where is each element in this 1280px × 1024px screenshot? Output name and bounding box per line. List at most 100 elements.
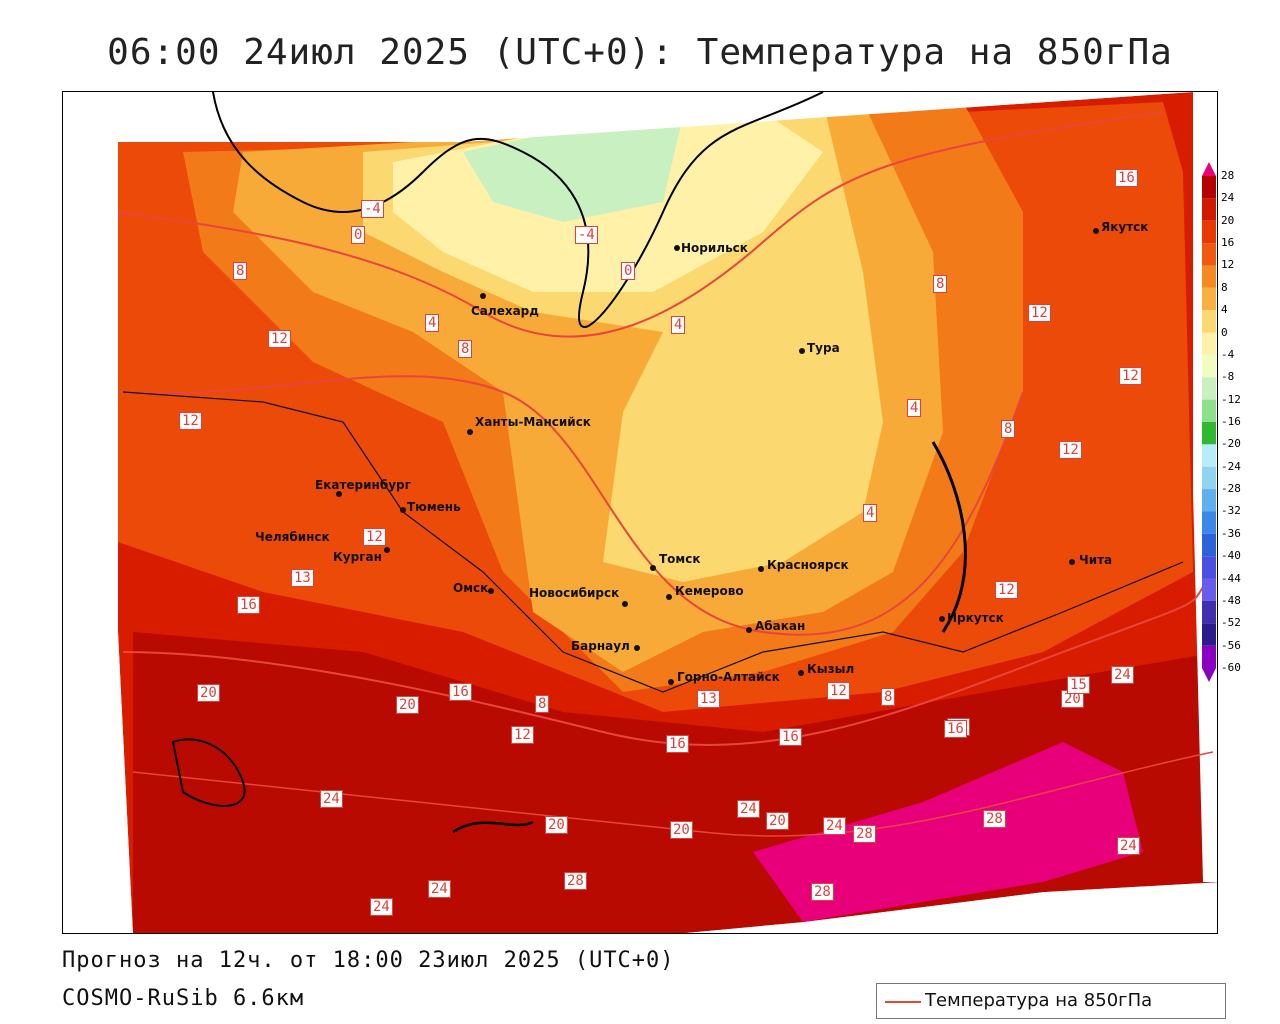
scale-swatch (1202, 466, 1216, 490)
city-dot-ekb (336, 491, 342, 497)
isoline-label: 16 (779, 728, 802, 746)
isoline-label: 12 (363, 528, 386, 546)
scale-tick-label: -20 (1221, 437, 1241, 451)
temperature-field (63, 92, 1217, 933)
scale-tick-label: -52 (1221, 616, 1241, 630)
city-dot-abakan (746, 627, 752, 633)
isoline-label: 13 (697, 690, 720, 708)
city-dot-gorno (668, 679, 674, 685)
scale-tick-label: -16 (1221, 415, 1241, 428)
city-dot-barnaul (634, 645, 640, 651)
city-label-khanty: Ханты-Мансийск (475, 415, 591, 429)
isoline-label: 16 (666, 735, 689, 753)
city-label-kyzyl: Кызыл (807, 662, 855, 676)
city-label-barnaul: Барнаул (571, 639, 630, 653)
isoline-label: 28 (983, 810, 1006, 828)
city-label-ekb: Екатеринбург (315, 478, 411, 492)
isoline-label: 12 (827, 682, 850, 700)
city-dot-kemerovo (666, 594, 672, 600)
isoline-label: 16 (1115, 169, 1138, 187)
legend-line-swatch (885, 1001, 921, 1003)
isoline-label: 12 (1119, 367, 1142, 385)
isoline-label: 12 (1028, 304, 1051, 322)
city-label-kemerovo: Кемерово (675, 584, 744, 598)
isoline-label: 4 (671, 316, 686, 334)
scale-swatch (1202, 600, 1216, 624)
scale-swatch (1202, 198, 1216, 221)
scale-swatch (1202, 220, 1216, 244)
isoline-label: 8 (881, 688, 896, 706)
scale-swatch (1202, 354, 1216, 378)
scale-tick-label: -4 (1221, 347, 1235, 361)
isoline-label: 20 (670, 821, 693, 839)
isoline-label: 8 (458, 340, 473, 358)
scale-tick-label: 0 (1221, 325, 1228, 339)
scale-tick-label: -12 (1221, 392, 1241, 406)
isoline-label: 8 (1001, 420, 1016, 438)
scale-swatch (1202, 176, 1216, 199)
isoline-label: 12 (268, 330, 291, 348)
city-label-tomsk: Томск (659, 552, 701, 566)
isoline-label: 24 (428, 880, 451, 898)
scale-tick-label: -24 (1221, 459, 1241, 473)
forecast-info: Прогноз на 12ч. от 18:00 23июл 2025 (UTC… (62, 948, 675, 973)
city-dot-yakutsk (1093, 228, 1099, 234)
city-label-omsk: Омск (453, 581, 489, 595)
city-dot-kyzyl (798, 670, 804, 676)
city-label-gorno: Горно-Алтайск (677, 670, 780, 684)
city-dot-tura (799, 348, 805, 354)
isoline-label: 24 (1117, 837, 1140, 855)
scale-tick-label: 4 (1221, 303, 1228, 317)
city-dot-nsk (622, 601, 628, 607)
scale-tick-label: -40 (1221, 549, 1241, 563)
scale-tick-label: 12 (1221, 258, 1235, 272)
scale-tick-label: 24 (1221, 191, 1235, 205)
isoline-label: 16 (237, 596, 260, 614)
scale-swatch (1202, 310, 1216, 333)
isoline-label: 24 (370, 898, 393, 916)
isoline-label: 16 (449, 683, 472, 701)
scale-swatch (1202, 444, 1216, 467)
city-dot-salekhard (480, 293, 486, 299)
isoline-label: 4 (863, 504, 878, 522)
city-label-abakan: Абакан (755, 619, 806, 633)
scale-swatch (1202, 533, 1216, 557)
scale-tick-label: -32 (1221, 504, 1241, 518)
model-info: COSMO-RuSib 6.6км (62, 986, 305, 1011)
scale-tick-label: -8 (1221, 370, 1235, 384)
isoline-label: 20 (396, 696, 419, 714)
city-label-yakutsk: Якутск (1101, 220, 1149, 234)
isoline-label: 8 (535, 695, 550, 713)
scale-swatch (1202, 623, 1216, 646)
isoline-label: 28 (811, 883, 834, 901)
isoline-label: -4 (575, 226, 598, 244)
isoline-label: 20 (766, 812, 789, 830)
isoline-label: 12 (179, 412, 202, 430)
isoline-label: 8 (933, 275, 948, 293)
scale-swatch (1202, 399, 1216, 422)
color-scale (1202, 162, 1216, 682)
city-label-tura: Тура (807, 341, 840, 355)
isoline-label: -4 (361, 200, 384, 218)
scale-swatch (1202, 645, 1216, 668)
scale-tick-label: -48 (1221, 593, 1241, 607)
isoline-label: 24 (737, 800, 760, 818)
scale-swatch (1202, 332, 1216, 355)
scale-tick-label: -44 (1221, 571, 1241, 585)
isoline-label: 13 (291, 569, 314, 587)
isoline-label: 20 (197, 684, 220, 702)
scale-swatch (1202, 511, 1216, 534)
isoline-label: 12 (511, 726, 534, 744)
scale-swatch (1202, 243, 1216, 266)
legend-box: Температура на 850гПа (876, 983, 1226, 1019)
scale-bottom-arrow (1202, 668, 1216, 682)
isoline-label: 4 (425, 314, 440, 332)
city-dot-kurgan (384, 547, 390, 553)
scale-swatch (1202, 287, 1216, 311)
scale-swatch (1202, 377, 1216, 400)
isoline-label: 24 (320, 790, 343, 808)
scale-tick-label: 20 (1221, 213, 1235, 227)
city-label-chita: Чита (1079, 553, 1113, 567)
city-label-salekhard: Салехард (471, 304, 539, 318)
scale-swatch (1202, 556, 1216, 579)
